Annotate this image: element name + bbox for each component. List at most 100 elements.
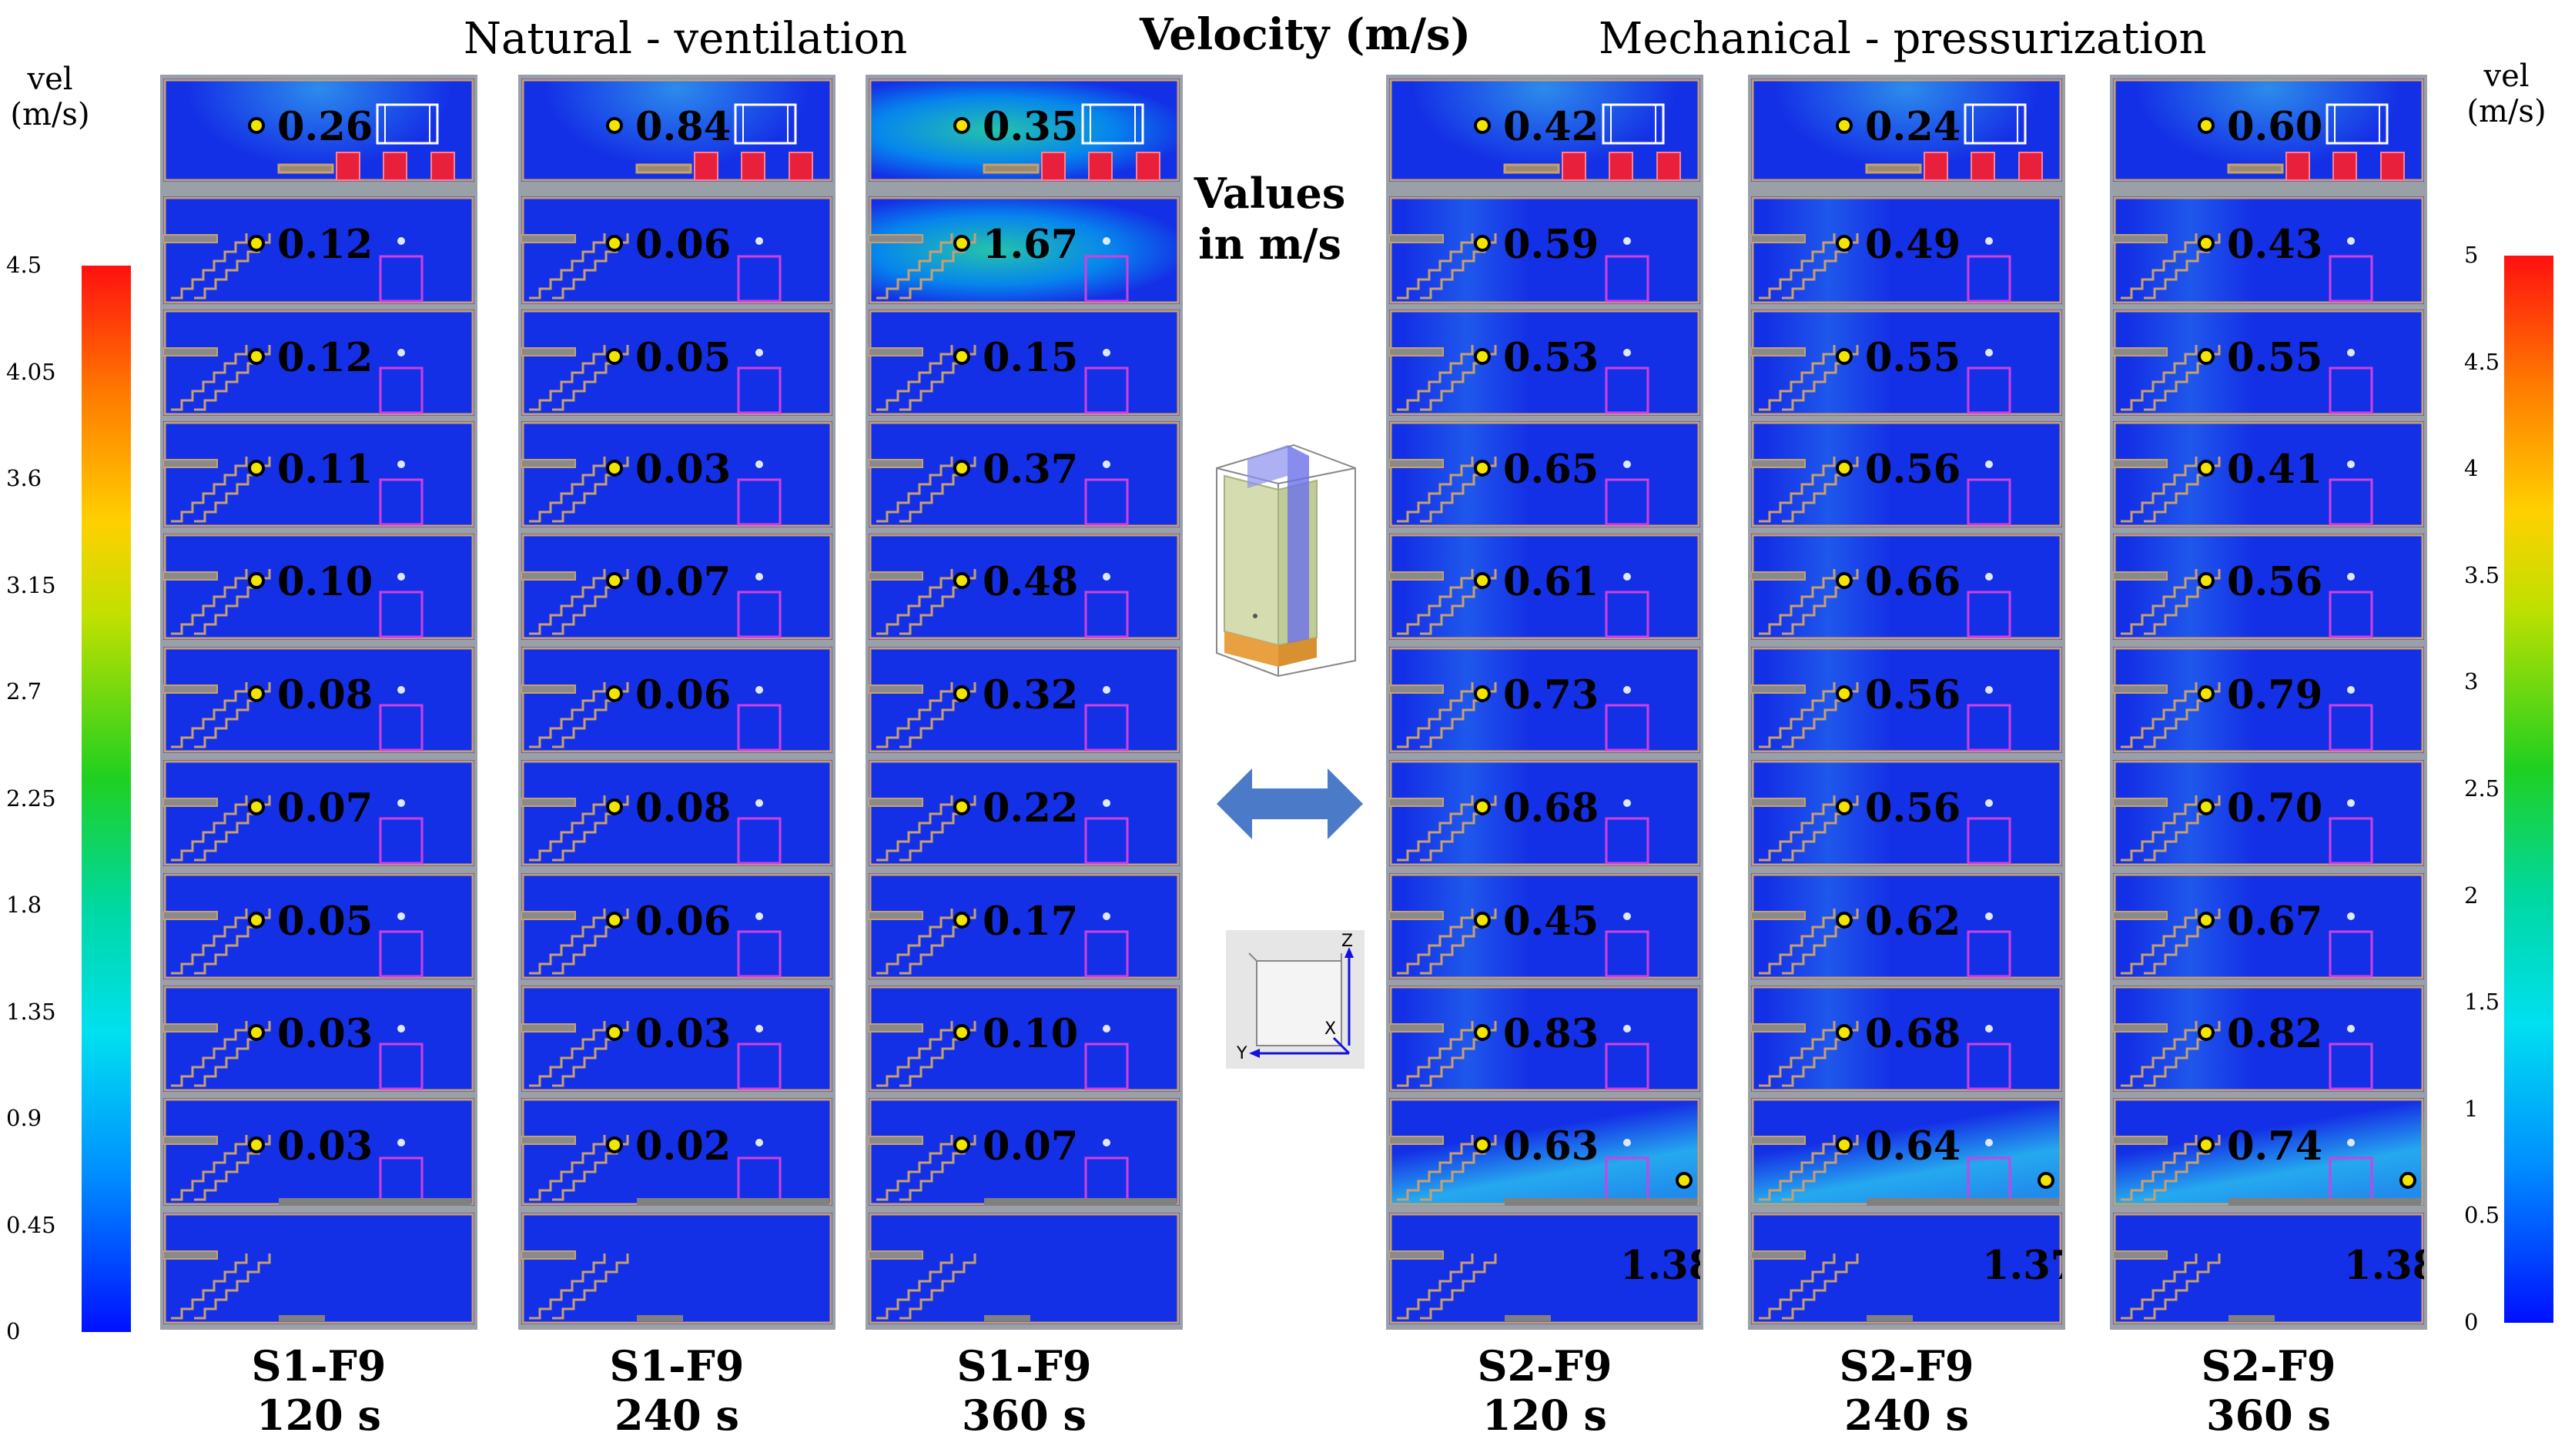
door-outline [379, 1043, 424, 1090]
velocity-value: 0.64 [1865, 1123, 1961, 1170]
floor-outline [521, 760, 832, 866]
floor-panel: 0.32 [869, 647, 1180, 753]
sensor-point [1103, 912, 1110, 920]
sensor-point [2347, 349, 2355, 356]
left-scale-title-line1: vel [27, 62, 73, 97]
floor-outline [521, 421, 832, 527]
probe-dot [1836, 460, 1853, 477]
floor-panel: 0.05 [163, 873, 474, 979]
probe-dot [606, 1136, 623, 1153]
ground-floor: 1.38 [1389, 1213, 1700, 1324]
floor-geometry [2113, 1213, 2424, 1324]
velocity-value: 0.15 [983, 335, 1079, 381]
floor-outline [163, 310, 474, 416]
values-label-line2: in m/s [1198, 219, 1341, 269]
floor-panel: 0.83 [1389, 986, 1700, 1092]
ground-floor: 1.38 [2113, 1213, 2424, 1324]
right-scale-tick: 3 [2464, 668, 2479, 695]
floor-outline [1389, 873, 1700, 979]
velocity-value: 0.35 [983, 104, 1079, 150]
sensor-point [1985, 573, 1993, 581]
floor-geometry [163, 760, 474, 866]
velocity-value: 0.05 [277, 899, 373, 945]
floor-geometry [869, 986, 1180, 1092]
right-scale-tick: 2 [2464, 882, 2479, 909]
probe-dot [1836, 1136, 1853, 1153]
vent-box [1081, 103, 1144, 145]
probe-dot [2198, 572, 2215, 589]
floor-geometry [1751, 1098, 2062, 1206]
door-outline [1967, 1043, 2011, 1090]
velocity-value: 0.03 [277, 1123, 373, 1170]
velocity-value: 0.56 [1865, 672, 1961, 718]
floor-panel: 0.66 [1751, 534, 2062, 640]
left-scale-tick: 0.9 [6, 1105, 42, 1131]
left-scale-tick: 2.7 [6, 678, 42, 705]
probe-dot [2198, 117, 2215, 134]
floor-panel: 0.68 [1751, 986, 2062, 1092]
floor-outline [2113, 647, 2424, 753]
left-scale-tick: 3.15 [6, 571, 56, 598]
probe-dot [1836, 117, 1853, 134]
floor-panel: 0.03 [521, 421, 832, 527]
sensor-point [2347, 1025, 2355, 1033]
floor-panel: 0.06 [521, 647, 832, 753]
fan-icon [1656, 152, 1681, 181]
door-outline [2329, 704, 2373, 751]
velocity-value: 0.68 [1503, 785, 1599, 832]
velocity-value: 0.59 [1503, 222, 1599, 268]
vent-box [1964, 103, 2027, 145]
floor-outline [521, 196, 832, 304]
floor-geometry [163, 1098, 474, 1206]
fan-icon [336, 152, 360, 181]
floor-geometry [2113, 79, 2424, 182]
floor-outline [1751, 1213, 2062, 1324]
velocity-value: 0.10 [277, 559, 373, 605]
scenario-label: S1-F9 [956, 1341, 1092, 1391]
sensor-point [397, 573, 405, 581]
floor-geometry [521, 647, 832, 753]
probe-dot [953, 235, 970, 252]
floor-outline [1751, 79, 2062, 182]
left-scale-tick: 1.35 [6, 998, 56, 1025]
floor-geometry [1751, 1213, 2062, 1324]
floor-panel: 0.74 [2113, 1098, 2424, 1206]
right-scale-tick: 5 [2464, 242, 2479, 268]
fan-icon [1924, 152, 1948, 181]
door-outline [1967, 817, 2011, 865]
ground-floor [521, 1213, 832, 1324]
velocity-value: 0.63 [1503, 1123, 1599, 1170]
velocity-value: 0.70 [2227, 785, 2323, 832]
probe-dot [606, 1024, 623, 1041]
floor-panel: 0.12 [163, 310, 474, 416]
left-scale-tick: 4.05 [6, 358, 56, 385]
floor-outline [1389, 421, 1700, 527]
floor-outline [521, 534, 832, 640]
floor-panel: 0.03 [163, 986, 474, 1092]
velocity-value: 0.11 [277, 447, 373, 493]
probe-dot [248, 572, 265, 589]
scenario-label: S1-F9 [251, 1341, 387, 1391]
fan-icon [2332, 152, 2357, 181]
double-arrow-icon [1217, 768, 1363, 839]
sensor-point [1623, 460, 1631, 468]
door-outline [737, 1043, 782, 1090]
floor-panel: 0.60 [2113, 79, 2424, 182]
sensor-point [1623, 237, 1631, 245]
probe-dot [953, 460, 970, 477]
right-scale-title-line2: (m/s) [2466, 94, 2547, 129]
velocity-value: 0.06 [635, 899, 732, 945]
floor-outline [1389, 986, 1700, 1092]
fan-icon [789, 152, 813, 181]
floor-geometry [1389, 1098, 1700, 1206]
right-scale-title: vel (m/s) [2456, 59, 2557, 129]
sensor-point [1623, 799, 1631, 807]
sensor-point [1623, 573, 1631, 581]
probe-dot [953, 685, 970, 702]
floor-outline [2113, 1213, 2424, 1324]
probe-dot [2198, 1136, 2215, 1153]
velocity-value: 0.07 [277, 785, 373, 832]
right-scale-tick: 0 [2464, 1309, 2479, 1335]
floor-outline [1751, 873, 2062, 979]
probe-dot [953, 912, 970, 929]
